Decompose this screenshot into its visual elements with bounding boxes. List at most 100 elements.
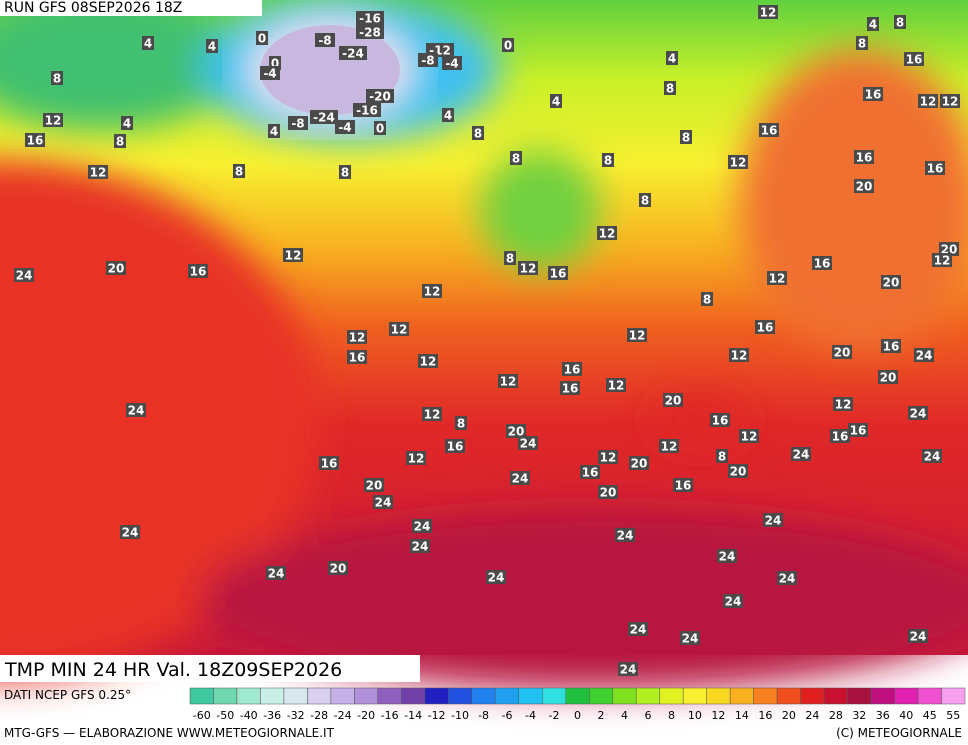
temp-label: 24 [486, 570, 506, 585]
colorbar-label: -50 [216, 709, 234, 722]
temp-label: 8 [716, 449, 728, 464]
temp-label: 8 [701, 292, 713, 307]
colorbar-label: -12 [428, 709, 446, 722]
label-box [260, 66, 280, 80]
label-text: 20 [730, 465, 747, 479]
temp-label: -16 [353, 103, 381, 118]
label-box [680, 130, 692, 144]
label-box [729, 348, 749, 362]
colorbar-swatch [542, 687, 567, 705]
label-box [121, 116, 133, 130]
temp-label: 16 [863, 87, 883, 102]
label-text: 8 [703, 293, 711, 307]
label-box [418, 53, 438, 67]
colorbar-swatch [471, 687, 496, 705]
label-text: 24 [520, 437, 537, 451]
colorbar-swatch [401, 687, 426, 705]
temp-label: 12 [729, 348, 749, 363]
label-box [518, 261, 538, 275]
label-text: 12 [90, 166, 107, 180]
label-box [918, 94, 938, 108]
temp-label: 12 [389, 322, 409, 337]
label-text: 24 [793, 448, 810, 462]
label-text: 8 [53, 72, 61, 86]
colorbar-swatch [189, 687, 214, 705]
label-text: 4 [444, 109, 452, 123]
colorbar-swatch [753, 687, 778, 705]
label-box [455, 416, 467, 430]
label-text: 12 [608, 379, 625, 393]
label-box [374, 121, 386, 135]
label-text: -8 [318, 34, 331, 48]
label-text: 4 [552, 95, 560, 109]
colorbar-label: 28 [829, 709, 843, 722]
colorbar-swatch [448, 687, 473, 705]
label-text: 12 [45, 114, 62, 128]
label-text: 20 [856, 180, 873, 194]
temp-label: 24 [777, 571, 797, 586]
temp-label: 24 [914, 348, 934, 363]
temp-label: 12 [406, 451, 426, 466]
temp-label: 16 [347, 350, 367, 365]
label-text: 4 [668, 52, 676, 66]
label-text: 8 [718, 450, 726, 464]
colorbar-swatch [635, 687, 660, 705]
temp-label: 24 [791, 447, 811, 462]
label-box [518, 436, 538, 450]
temp-label: 24 [908, 629, 928, 644]
colorbar-swatch [260, 687, 285, 705]
temp-label: 12 [739, 429, 759, 444]
label-text: 12 [600, 451, 617, 465]
colorbar-label: 55 [946, 709, 960, 722]
colorbar-label: -6 [502, 709, 513, 722]
label-text: 12 [420, 355, 437, 369]
label-text: 8 [341, 166, 349, 180]
label-text: 16 [814, 257, 831, 271]
label-text: 12 [920, 95, 937, 109]
label-text: 16 [850, 424, 867, 438]
temp-label: 0 [256, 31, 268, 46]
label-box [701, 292, 713, 306]
label-text: 20 [600, 486, 617, 500]
colorbar-swatch [424, 687, 449, 705]
colorbar-label: 10 [688, 709, 702, 722]
colorbar: -60 -50 -40 -36 -32 -28 -24 -20 -16 -14 -12 -10 -8 -6… [189, 687, 966, 722]
header-box [0, 0, 262, 16]
label-text: 24 [924, 450, 941, 464]
temp-label: 16 [854, 150, 874, 165]
label-text: 16 [832, 430, 849, 444]
label-text: 0 [258, 32, 266, 46]
temp-label: 8 [602, 153, 614, 168]
temp-label: 24 [908, 406, 928, 421]
temp-label: 12 [833, 397, 853, 412]
label-box [832, 345, 852, 359]
temp-label: 24 [510, 471, 530, 486]
temp-label: 8 [114, 134, 126, 149]
temp-label: 12 [918, 94, 938, 109]
label-box [142, 36, 154, 50]
label-box [120, 525, 140, 539]
label-text: 12 [661, 440, 678, 454]
label-text: 8 [506, 252, 514, 266]
temp-label: 8 [856, 36, 868, 51]
temp-label: 12 [88, 165, 108, 180]
colorbar-label: 12 [711, 709, 725, 722]
label-box [739, 429, 759, 443]
temp-label: 0 [502, 38, 514, 53]
label-box [422, 407, 442, 421]
temp-label: -24 [339, 46, 367, 61]
temp-label: 8 [51, 71, 63, 86]
label-text: -4 [445, 57, 458, 71]
label-text: -8 [291, 117, 304, 131]
label-text: 0 [271, 57, 279, 71]
label-text: -24 [342, 47, 364, 61]
colorbar-swatch [800, 687, 825, 705]
label-text: 24 [617, 529, 634, 543]
label-text: 24 [512, 472, 529, 486]
label-text: 0 [504, 39, 512, 53]
label-text: 24 [910, 630, 927, 644]
colorbar-swatch [612, 687, 637, 705]
label-box [908, 406, 928, 420]
label-box [268, 124, 280, 138]
label-text: 4 [123, 117, 131, 131]
